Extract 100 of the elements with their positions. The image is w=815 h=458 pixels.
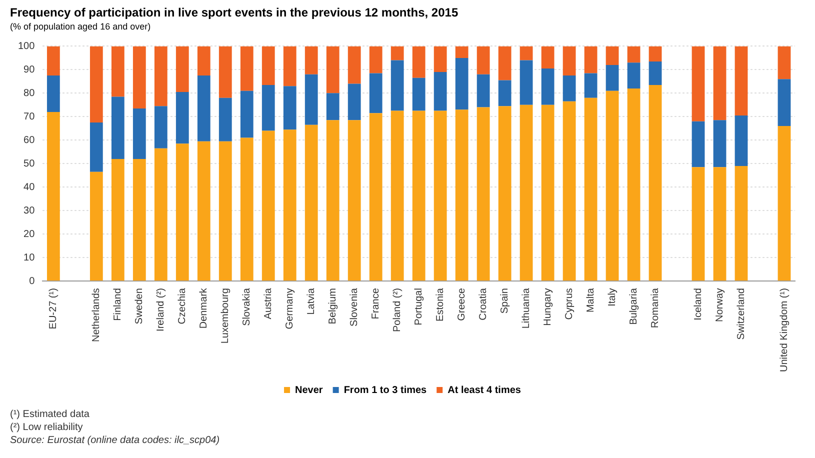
y-tick-label: 100 <box>18 40 36 52</box>
chart-title: Frequency of participation in live sport events in the previous 12 months, 2015 <box>10 6 458 20</box>
x-tick-label: France <box>370 288 382 320</box>
bar <box>240 46 254 91</box>
x-tick-label: Iceland <box>693 288 704 320</box>
bar <box>176 46 189 92</box>
y-tick-label: 30 <box>24 205 36 216</box>
x-tick-label: Denmark <box>198 287 210 329</box>
bar <box>304 46 318 74</box>
bar <box>197 141 210 281</box>
bar <box>218 98 232 142</box>
source-note: Source: Eurostat (online data codes: ilc_scp04) <box>10 434 220 447</box>
bar <box>520 46 533 60</box>
bar <box>584 98 598 281</box>
bar <box>176 144 189 281</box>
bar <box>476 46 490 74</box>
bar <box>562 101 576 281</box>
x-tick-label: Norway <box>714 288 726 322</box>
bar <box>390 60 404 111</box>
bar <box>627 46 640 63</box>
bar <box>283 130 296 281</box>
bar <box>476 107 490 281</box>
y-tick-label: 40 <box>24 182 36 193</box>
bar <box>734 166 748 281</box>
bar <box>46 76 60 112</box>
bar <box>498 46 512 80</box>
x-tick-label: Cyprus <box>564 288 576 320</box>
bar <box>541 104 554 281</box>
x-tick-label: Bulgaria <box>628 288 640 325</box>
bar <box>606 90 619 281</box>
bar <box>304 124 318 281</box>
x-tick-label: Italy <box>607 288 618 306</box>
bar <box>606 64 619 91</box>
bar <box>154 46 168 106</box>
bar <box>348 120 361 281</box>
bar <box>90 46 103 123</box>
bar <box>713 120 726 168</box>
bar <box>262 130 275 281</box>
bar <box>455 46 468 58</box>
bar <box>262 84 275 131</box>
bar <box>111 158 124 281</box>
x-tick-label: Austria <box>263 288 274 320</box>
x-tick-label: Sweden <box>134 288 146 324</box>
bar <box>713 167 726 281</box>
x-tick-label: Luxembourg <box>220 288 232 344</box>
bar <box>692 167 705 281</box>
x-tick-label: Estonia <box>435 288 446 322</box>
bar <box>778 126 791 281</box>
bar <box>326 46 340 94</box>
bar <box>262 46 275 85</box>
bar <box>455 110 468 281</box>
y-tick-label: 50 <box>24 158 36 170</box>
bar <box>541 68 554 105</box>
x-tick-label: Germany <box>284 288 296 330</box>
x-tick-label: Ireland (²) <box>156 288 167 332</box>
x-tick-label: EU-27 (¹) <box>48 288 60 330</box>
y-tick-label: 70 <box>24 111 36 122</box>
bar <box>778 79 791 126</box>
bar <box>412 78 426 111</box>
y-tick-label: 0 <box>29 276 36 287</box>
x-tick-label: Belgium <box>328 288 339 324</box>
x-tick-label: Malta <box>586 288 597 313</box>
bar <box>627 88 640 281</box>
bar <box>476 74 490 108</box>
bar <box>132 46 146 108</box>
bar <box>240 138 254 281</box>
x-tick-label: Lithuania <box>521 288 532 329</box>
bar <box>46 46 60 76</box>
bar <box>132 158 146 281</box>
bar <box>197 76 210 142</box>
bar <box>304 74 318 125</box>
bar <box>627 62 640 88</box>
bar <box>648 61 662 85</box>
legend-label: From 1 to 3 times <box>344 384 428 396</box>
x-tick-label: Romania <box>650 288 662 328</box>
bar <box>154 106 168 148</box>
y-tick-label: 90 <box>24 64 36 76</box>
bar <box>197 46 210 76</box>
bar <box>132 108 146 159</box>
bar <box>734 115 748 166</box>
bar <box>541 46 554 69</box>
bar <box>562 46 576 76</box>
bar <box>369 113 382 281</box>
bar <box>240 90 254 138</box>
bar <box>498 106 512 281</box>
bar <box>520 60 533 105</box>
bar <box>412 46 426 78</box>
bar <box>348 84 361 120</box>
x-tick-label: Switzerland <box>736 288 748 340</box>
legend-label: At least 4 times <box>448 384 522 396</box>
bar <box>348 46 361 84</box>
x-tick-label: Slovenia <box>349 288 360 326</box>
bar <box>283 86 296 130</box>
bar <box>111 46 124 97</box>
x-tick-label: Poland (²) <box>392 288 404 332</box>
bar <box>734 46 748 116</box>
bar <box>46 112 60 281</box>
x-tick-label: United Kingdom (¹) <box>779 288 790 372</box>
bar <box>778 46 791 80</box>
bar <box>606 46 619 65</box>
